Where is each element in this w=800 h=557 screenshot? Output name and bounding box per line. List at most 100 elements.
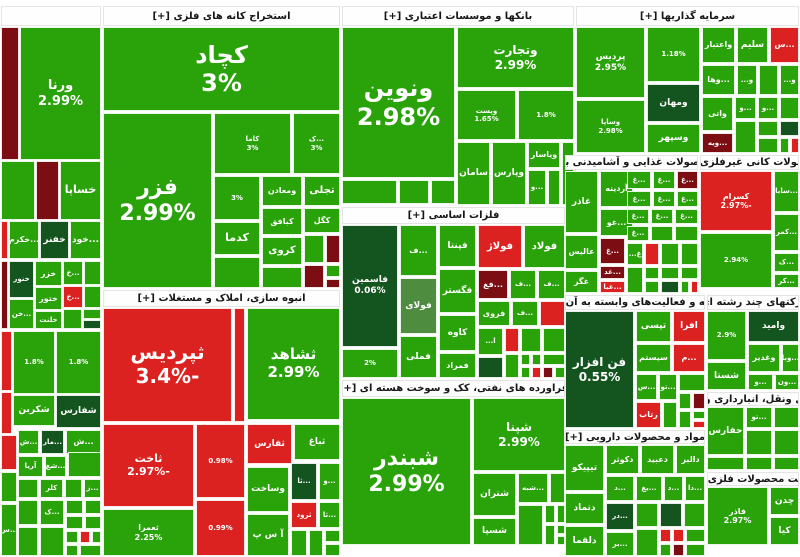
treemap-tile[interactable]: [645, 267, 659, 279]
treemap-tile[interactable]: ...و: [758, 97, 778, 119]
treemap-tile[interactable]: ...و: [748, 374, 773, 390]
treemap-tile[interactable]: ...ثا: [319, 502, 340, 528]
treemap-tile[interactable]: [543, 367, 553, 378]
treemap-tile[interactable]: ثشاهد 2.99%: [247, 308, 340, 420]
treemap-tile[interactable]: [18, 527, 38, 556]
treemap-tile[interactable]: [521, 354, 530, 365]
treemap-tile[interactable]: تیپیکو: [565, 445, 604, 491]
treemap-tile[interactable]: کروی: [262, 237, 302, 265]
treemap-tile[interactable]: ...دا: [685, 476, 705, 501]
treemap-tile[interactable]: [555, 367, 565, 378]
treemap-tile[interactable]: [681, 243, 698, 265]
treemap-tile[interactable]: [66, 545, 78, 556]
treemap-tile[interactable]: [1, 472, 17, 502]
treemap-tile[interactable]: [304, 235, 324, 263]
treemap-tile[interactable]: 1.8%: [56, 331, 101, 394]
treemap-tile[interactable]: [660, 544, 671, 556]
treemap-tile[interactable]: ...خن: [9, 299, 34, 329]
treemap-tile[interactable]: [545, 525, 555, 545]
sector-header-real-estate[interactable]: انبوه سازی، املاک و مستغلات [+]: [103, 290, 340, 307]
treemap-tile[interactable]: ...وها: [702, 65, 735, 95]
treemap-tile[interactable]: سیستم: [636, 344, 671, 372]
sector-header-transport[interactable]: ...حمل ونقل، انبارداری و ا [+]: [707, 392, 799, 406]
treemap-tile[interactable]: [1, 435, 17, 470]
treemap-tile[interactable]: ...سایا: [774, 171, 799, 212]
treemap-tile[interactable]: شسپا: [473, 518, 516, 545]
treemap-tile[interactable]: 2.9%: [707, 311, 746, 360]
treemap-tile[interactable]: واعتبار: [702, 27, 735, 63]
treemap-tile[interactable]: فروی: [478, 301, 510, 326]
treemap-tile[interactable]: ...ز: [84, 479, 101, 498]
treemap-tile[interactable]: ...ش: [66, 430, 101, 454]
treemap-tile[interactable]: [40, 527, 64, 556]
treemap-tile[interactable]: [758, 121, 778, 136]
treemap-tile[interactable]: [325, 530, 340, 542]
treemap-tile[interactable]: ...فغ: [478, 270, 508, 299]
treemap-tile[interactable]: ومهان: [647, 84, 700, 122]
treemap-tile[interactable]: [693, 421, 705, 428]
treemap-tile[interactable]: 0.98%: [196, 424, 245, 498]
treemap-tile[interactable]: [326, 235, 340, 263]
treemap-tile[interactable]: [234, 308, 245, 422]
treemap-tile[interactable]: ...د: [664, 476, 683, 501]
treemap-tile[interactable]: [707, 457, 744, 470]
treemap-tile[interactable]: کسرام -2.97%: [700, 171, 772, 231]
treemap-tile[interactable]: افرا: [673, 311, 705, 342]
treemap-tile[interactable]: وسپهر: [647, 124, 700, 153]
treemap-tile[interactable]: [65, 479, 82, 498]
treemap-tile[interactable]: [661, 267, 679, 279]
treemap-tile[interactable]: [661, 281, 679, 293]
treemap-tile[interactable]: ...ف: [400, 225, 437, 276]
treemap-tile[interactable]: [557, 525, 565, 534]
treemap-tile[interactable]: 2.94%: [700, 233, 772, 288]
treemap-tile[interactable]: [681, 267, 698, 279]
treemap-tile[interactable]: وساخت: [247, 467, 289, 512]
treemap-tile[interactable]: شکربن: [13, 395, 55, 426]
treemap-tile[interactable]: [679, 374, 705, 391]
sector-header-investments[interactable]: سرمایه گذاریها [+]: [576, 6, 799, 26]
treemap-tile[interactable]: فولاد: [524, 225, 565, 268]
treemap-tile[interactable]: ونوین 2.98%: [342, 27, 455, 178]
treemap-tile[interactable]: ...ش: [18, 430, 39, 454]
treemap-tile[interactable]: [774, 407, 799, 428]
treemap-tile[interactable]: [214, 257, 260, 288]
treemap-tile[interactable]: [557, 505, 565, 523]
treemap-tile[interactable]: ...س: [636, 374, 657, 400]
treemap-tile[interactable]: 2%: [342, 349, 398, 378]
sector-header-pharma[interactable]: مواد و محصولات دارویی [+]: [565, 430, 705, 444]
sector-header-metal-ores[interactable]: استخراج کانه های فلزی [+]: [103, 6, 340, 26]
treemap-tile[interactable]: [18, 500, 38, 525]
treemap-tile[interactable]: [663, 402, 677, 428]
treemap-tile[interactable]: دعبید: [641, 445, 674, 474]
treemap-tile[interactable]: [1, 161, 35, 220]
treemap-tile[interactable]: ...ف: [538, 270, 565, 299]
treemap-tile[interactable]: شستا: [707, 362, 746, 390]
treemap-tile[interactable]: [774, 457, 799, 470]
treemap-tile[interactable]: [84, 286, 101, 308]
treemap-tile[interactable]: [1, 392, 12, 434]
treemap-tile[interactable]: شتران: [473, 473, 516, 516]
treemap-tile[interactable]: [532, 367, 541, 378]
treemap-tile[interactable]: [548, 170, 560, 205]
treemap-tile[interactable]: [686, 544, 705, 556]
treemap-tile[interactable]: ...وبا: [782, 344, 799, 372]
treemap-tile[interactable]: ...س: [770, 27, 799, 63]
treemap-tile[interactable]: [780, 121, 799, 136]
treemap-tile[interactable]: [532, 354, 541, 365]
treemap-tile[interactable]: [478, 357, 503, 378]
sector-header-conglomerates[interactable]: ... شرکتهای چند رشته ای [+]: [707, 295, 799, 310]
treemap-tile[interactable]: دلقما: [565, 526, 604, 556]
treemap-tile[interactable]: ...ون: [775, 374, 799, 390]
treemap-tile[interactable]: ...غبا: [600, 281, 625, 293]
treemap-tile[interactable]: [326, 279, 340, 288]
treemap-tile[interactable]: 1.18%: [647, 27, 700, 82]
treemap-tile[interactable]: سامان: [457, 142, 490, 205]
treemap-tile[interactable]: [18, 479, 38, 498]
treemap-tile[interactable]: [85, 500, 101, 514]
treemap-tile[interactable]: ومعادن: [262, 176, 302, 206]
treemap-tile[interactable]: [780, 138, 789, 153]
treemap-tile[interactable]: ...د: [606, 476, 634, 501]
treemap-tile[interactable]: [518, 505, 543, 545]
treemap-tile[interactable]: ...شبه: [518, 473, 548, 503]
sector-header-computer[interactable]: رایانه و فعالیت‌های وابسته به آن [+]: [565, 295, 705, 310]
